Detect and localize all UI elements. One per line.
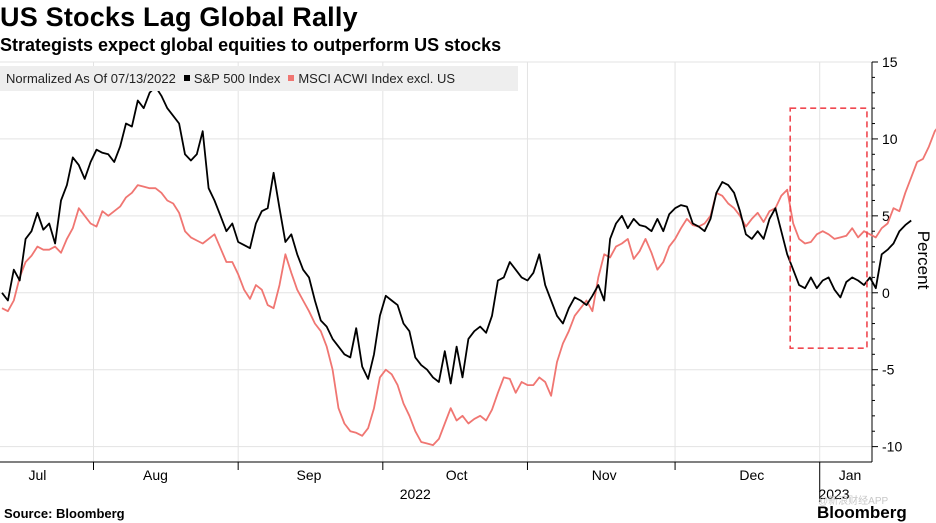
legend-item-msci: MSCI ACWI Index excl. US: [288, 71, 455, 86]
normalization-note: Normalized As Of 07/13/2022: [6, 71, 176, 86]
legend-label-msci: MSCI ACWI Index excl. US: [298, 71, 456, 86]
legend-label-sp500: S&P 500 Index: [193, 71, 281, 86]
year-label: 2023: [818, 486, 849, 502]
chart-subtitle: Strategists expect global equities to ou…: [0, 35, 502, 55]
series-line-msci: [1, 128, 936, 447]
x-tick-label: Aug: [143, 467, 168, 483]
y-axis-label: Percent: [914, 231, 933, 290]
watermark: @新浪财经APP: [818, 496, 889, 507]
x-tick-label: Jul: [28, 467, 46, 483]
legend-item-sp500: S&P 500 Index: [183, 71, 281, 86]
legend-swatch-sp500: [183, 75, 190, 81]
bloomberg-logo: Bloomberg: [817, 503, 907, 522]
series-line-sp500: [1, 85, 912, 385]
y-tick-label: 10: [882, 131, 898, 147]
x-tick-label: Nov: [592, 467, 617, 483]
x-tick-label: Sep: [297, 467, 322, 483]
chart-title: US Stocks Lag Global Rally: [0, 2, 358, 32]
year-label: 2022: [400, 486, 431, 502]
x-tick-label: Dec: [739, 467, 764, 483]
annotation-box: [789, 107, 868, 349]
y-tick-label: 0: [882, 285, 890, 301]
legend-swatch-msci: [288, 75, 295, 81]
legend: Normalized As Of 07/13/2022 S&P 500 Inde…: [0, 66, 518, 91]
y-tick-label: -5: [882, 362, 895, 378]
x-tick-label: Jan: [839, 467, 862, 483]
x-tick-label: Oct: [446, 467, 468, 483]
y-tick-label: 15: [882, 54, 898, 70]
y-tick-label: -10: [882, 439, 902, 455]
source-note: Source: Bloomberg: [4, 506, 125, 521]
y-tick-label: 5: [882, 208, 890, 224]
